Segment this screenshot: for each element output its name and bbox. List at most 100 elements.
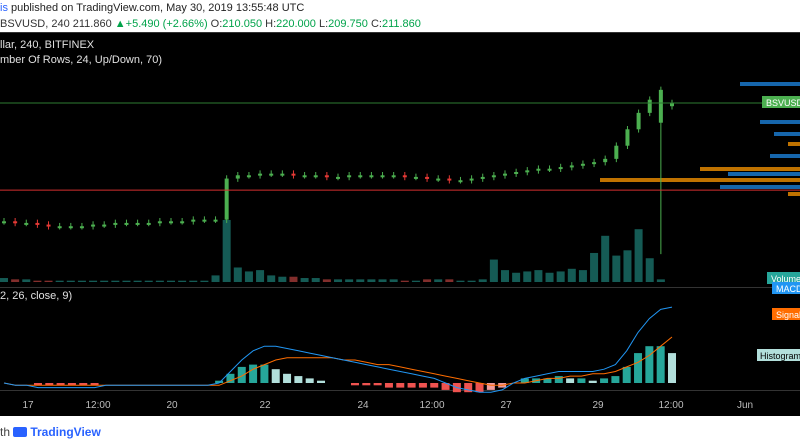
volume-bar: [612, 255, 621, 282]
candle-body: [68, 226, 73, 229]
histogram-bar: [67, 383, 76, 386]
x-tick-label: 12:00: [85, 400, 110, 411]
volume-bars: [0, 219, 665, 282]
candle-body: [413, 176, 418, 179]
x-tick-label: 27: [500, 400, 512, 411]
candle-body: [24, 222, 29, 225]
histogram-bar: [317, 380, 326, 383]
price-badge-label: BSVUSD: [766, 98, 800, 108]
candle-body: [547, 168, 552, 171]
histogram-bar: [668, 353, 676, 383]
histogram-bar: [554, 376, 563, 383]
time-axis: 17 12:00 20 22 24 12:00 27 29 12:00 Jun: [22, 400, 753, 411]
histogram-bar: [407, 383, 416, 388]
candle-body: [536, 168, 541, 171]
volume-bar: [378, 279, 387, 282]
histogram-bar: [634, 353, 643, 383]
histogram-bar: [645, 346, 654, 383]
histogram-bar: [475, 383, 484, 393]
volume-bar: [567, 268, 576, 282]
candle-body: [124, 222, 129, 225]
histogram-bar: [611, 376, 620, 383]
ohlc-line: BSVUSD, 240 211.860 ▲+5.490 (+2.66%) O:2…: [0, 16, 421, 32]
volume-badge-label: Volume: [771, 274, 800, 284]
histogram-bar: [294, 376, 303, 383]
volume-bar: [189, 280, 198, 282]
histogram-bar: [305, 378, 314, 383]
candle-body: [202, 219, 207, 222]
volume-bar: [556, 271, 565, 282]
candle-body: [647, 99, 652, 113]
candle-body: [514, 172, 519, 174]
candle-body: [425, 176, 430, 179]
x-tick-label: 24: [357, 400, 369, 411]
volume-bar: [89, 280, 98, 282]
histogram-bar: [90, 383, 99, 386]
x-tick-label: 12:00: [419, 400, 444, 411]
histogram-bar: [622, 366, 631, 383]
volume-bar: [144, 280, 153, 282]
low-label: L:: [318, 18, 329, 30]
histogram-bar: [543, 378, 552, 383]
histogram-bar: [566, 378, 575, 383]
change-value: +5.490 (+2.66%): [125, 18, 208, 30]
volume-profile-row: [740, 82, 800, 86]
volume-bar: [0, 278, 8, 282]
macd-line: [3, 306, 673, 393]
candle-body: [191, 219, 196, 222]
chart-svg[interactable]: llar, 240, BITFINEX mber Of Rows, 24, Up…: [0, 32, 800, 416]
candle-body: [491, 175, 496, 178]
chart-area[interactable]: llar, 240, BITFINEX mber Of Rows, 24, Up…: [0, 32, 800, 416]
candle-body: [235, 175, 240, 179]
price-badge: [762, 96, 800, 108]
candle-body: [13, 221, 18, 224]
volume-bar: [155, 280, 164, 282]
chart-header: is published on TradingView.com, May 30,…: [0, 0, 800, 32]
histogram-bar: [520, 378, 529, 383]
histogram-bar: [79, 383, 88, 386]
volume-bar: [467, 280, 476, 282]
histogram-bar: [373, 383, 382, 386]
volume-bar: [133, 280, 142, 282]
candle-body: [79, 226, 84, 229]
tradingview-logo-icon: [13, 427, 28, 437]
volume-profile-legend: mber Of Rows, 24, Up/Down, 70): [0, 54, 162, 66]
histogram-bar: [588, 380, 597, 383]
volume-bar: [289, 276, 298, 282]
candle-body: [614, 145, 619, 159]
candle-body: [358, 175, 363, 178]
histogram-bar: [464, 383, 473, 393]
volume-bar: [367, 279, 376, 282]
author-link[interactable]: is: [0, 2, 8, 14]
volume-profile-row: [770, 154, 800, 158]
volume-bar: [400, 280, 409, 282]
histogram-bar: [33, 383, 42, 386]
volume-bar: [244, 271, 253, 282]
candle-body: [525, 170, 530, 173]
volume-bar: [222, 219, 231, 282]
volume-bar: [623, 250, 632, 282]
candle-body: [269, 173, 274, 176]
volume-bar: [122, 280, 131, 282]
histogram-badge-label: Histogram: [760, 351, 800, 361]
candle-body: [91, 224, 96, 227]
candle-body: [658, 89, 663, 123]
candle-body: [558, 167, 563, 170]
volume-bar: [22, 279, 31, 282]
histogram-bar: [260, 364, 269, 383]
volume-bar: [478, 279, 487, 282]
candle-body: [436, 178, 441, 181]
macd-histogram: [33, 346, 676, 393]
volume-bar: [178, 280, 187, 282]
tradingview-brand[interactable]: TradingView: [30, 425, 101, 439]
macd-badge: [772, 282, 800, 294]
histogram-bar: [283, 373, 292, 383]
high-value: 220.000: [276, 18, 316, 30]
volume-bar: [356, 279, 365, 282]
volume-bar: [322, 279, 331, 282]
candle-body: [2, 221, 6, 224]
candle-body: [447, 178, 452, 181]
volume-bar: [334, 279, 342, 282]
x-tick-label: 20: [166, 400, 178, 411]
symbol-legend: llar, 240, BITFINEX: [0, 39, 95, 51]
